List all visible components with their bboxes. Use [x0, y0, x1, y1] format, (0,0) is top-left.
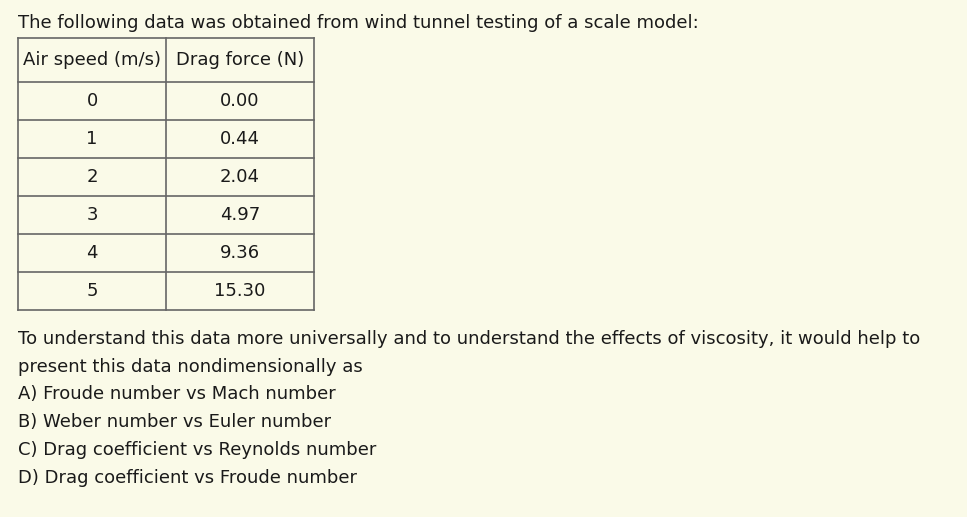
Text: 0.00: 0.00 — [220, 92, 260, 110]
Text: D) Drag coefficient vs Froude number: D) Drag coefficient vs Froude number — [18, 469, 357, 487]
Text: 2: 2 — [86, 168, 98, 186]
Text: B) Weber number vs Euler number: B) Weber number vs Euler number — [18, 413, 331, 431]
Text: 5: 5 — [86, 282, 98, 300]
Text: 2.04: 2.04 — [220, 168, 260, 186]
Text: The following data was obtained from wind tunnel testing of a scale model:: The following data was obtained from win… — [18, 14, 699, 32]
Text: 4: 4 — [86, 244, 98, 262]
Text: present this data nondimensionally as: present this data nondimensionally as — [18, 358, 363, 376]
Text: 1: 1 — [86, 130, 98, 148]
Text: C) Drag coefficient vs Reynolds number: C) Drag coefficient vs Reynolds number — [18, 441, 376, 459]
Text: Air speed (m/s): Air speed (m/s) — [23, 51, 161, 69]
Text: 15.30: 15.30 — [215, 282, 266, 300]
Text: 0.44: 0.44 — [220, 130, 260, 148]
Text: 9.36: 9.36 — [220, 244, 260, 262]
Text: A) Froude number vs Mach number: A) Froude number vs Mach number — [18, 385, 336, 403]
Text: 3: 3 — [86, 206, 98, 224]
Text: 0: 0 — [86, 92, 98, 110]
Text: 4.97: 4.97 — [220, 206, 260, 224]
Text: Drag force (N): Drag force (N) — [176, 51, 305, 69]
Text: To understand this data more universally and to understand the effects of viscos: To understand this data more universally… — [18, 330, 921, 348]
